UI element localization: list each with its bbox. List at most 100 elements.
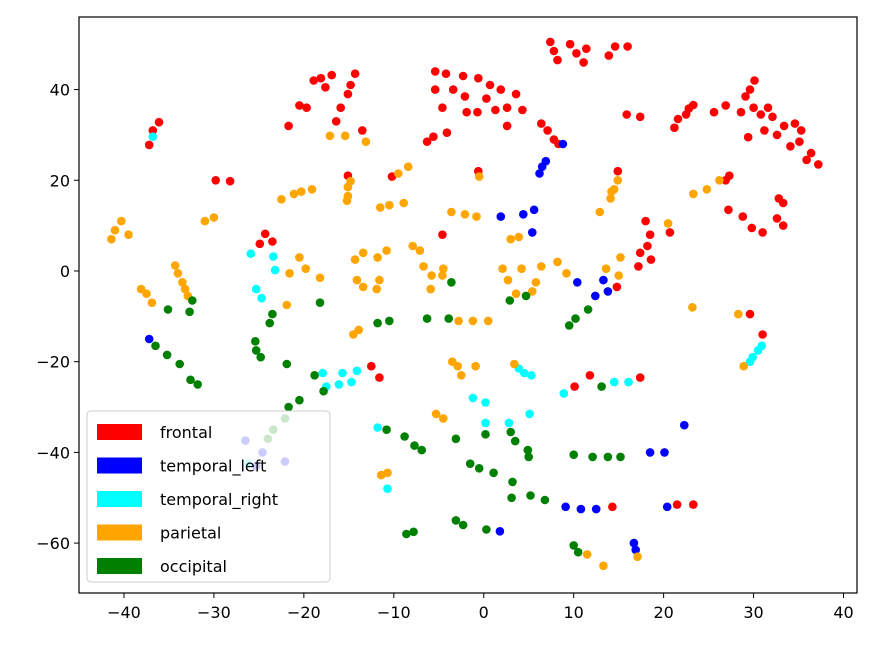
point-temporal_right: [757, 341, 766, 351]
series-frontal: [144, 37, 823, 512]
x-axis: −40 −30 −20 −10 0 10 20 30 40: [107, 593, 854, 622]
point-frontal: [763, 103, 773, 112]
point-occipital: [573, 547, 583, 557]
point-occipital: [482, 525, 491, 534]
point-parietal: [427, 271, 436, 280]
point-temporal_right: [334, 380, 344, 389]
point-parietal: [514, 232, 524, 242]
point-occipital: [319, 386, 328, 396]
point-occipital: [564, 321, 574, 330]
point-parietal: [431, 409, 441, 419]
point-temporal_left: [603, 287, 613, 296]
point-frontal: [225, 176, 235, 186]
point-parietal: [439, 264, 448, 274]
point-temporal_right: [270, 265, 280, 275]
point-parietal: [107, 234, 116, 244]
point-frontal: [641, 216, 650, 226]
point-parietal: [595, 207, 605, 217]
point-frontal: [485, 80, 495, 90]
point-frontal: [646, 255, 656, 264]
point-frontal: [760, 126, 769, 135]
point-parietal: [394, 169, 403, 178]
point-frontal: [346, 80, 355, 90]
point-frontal: [438, 230, 447, 239]
point-frontal: [430, 85, 440, 94]
x-tick-label: 20: [653, 603, 673, 622]
point-frontal: [758, 228, 767, 237]
point-parietal: [510, 359, 519, 369]
point-occipital: [163, 305, 173, 314]
point-parietal: [354, 325, 364, 335]
point-parietal: [350, 255, 360, 264]
point-frontal: [743, 132, 753, 142]
point-parietal: [689, 189, 698, 199]
point-parietal: [315, 273, 325, 283]
point-parietal: [415, 246, 425, 255]
point-occipital: [506, 427, 515, 437]
point-temporal_left: [495, 527, 505, 536]
point-parietal: [301, 264, 311, 274]
point-frontal: [260, 229, 270, 239]
point-frontal: [645, 230, 655, 239]
point-occipital: [410, 441, 419, 450]
point-occipital: [603, 452, 613, 462]
point-frontal: [537, 119, 546, 128]
point-occipital: [315, 298, 325, 308]
point-temporal_right: [347, 377, 356, 387]
point-parietal: [178, 278, 187, 287]
point-frontal: [309, 76, 319, 85]
legend-box: [86, 410, 331, 583]
legend-label: occipital: [160, 557, 227, 576]
point-temporal_left: [599, 275, 608, 285]
point-temporal_left: [591, 291, 600, 301]
point-parietal: [702, 185, 712, 194]
point-parietal: [419, 262, 428, 271]
point-frontal: [321, 83, 330, 92]
legend-swatch: [97, 491, 142, 507]
legend: frontal temporal_left temporal_rightpariet…: [86, 410, 331, 583]
point-parietal: [439, 414, 448, 423]
point-parietal: [606, 194, 615, 203]
y-tick-label: 0: [60, 262, 70, 281]
legend-swatch: [97, 424, 142, 440]
point-frontal: [422, 137, 432, 146]
point-frontal: [474, 73, 483, 83]
point-occipital: [284, 402, 293, 412]
point-temporal_right: [148, 132, 158, 141]
point-frontal: [670, 123, 679, 132]
point-occipital: [310, 371, 319, 380]
point-occipital: [474, 464, 484, 473]
point-frontal: [284, 121, 293, 131]
point-occipital: [151, 341, 160, 351]
point-frontal: [336, 103, 346, 112]
point-parietal: [715, 176, 724, 185]
point-frontal: [570, 382, 579, 391]
legend-label: temporal_left: [160, 457, 266, 477]
point-temporal_left: [662, 502, 672, 512]
point-frontal: [725, 171, 734, 180]
point-frontal: [375, 373, 384, 382]
point-occipital: [251, 337, 260, 346]
point-temporal_left: [519, 210, 528, 219]
point-temporal_left: [535, 169, 544, 178]
point-parietal: [282, 300, 292, 310]
legend-label: temporal_right: [160, 490, 278, 510]
point-frontal: [295, 101, 304, 110]
point-parietal: [383, 468, 392, 478]
point-temporal_right: [559, 389, 569, 398]
point-parietal: [277, 195, 286, 204]
point-frontal: [750, 76, 759, 85]
point-frontal: [768, 112, 777, 122]
point-parietal: [426, 284, 436, 294]
point-frontal: [473, 107, 482, 117]
point-occipital: [185, 307, 194, 317]
point-temporal_right: [481, 418, 490, 428]
point-parietal: [562, 269, 571, 278]
point-parietal: [663, 219, 673, 228]
y-axis: −60 −40 −20 0 20 40: [36, 81, 79, 553]
point-temporal_right: [383, 484, 392, 494]
point-occipital: [481, 430, 490, 439]
point-frontal: [553, 55, 562, 65]
point-frontal: [790, 119, 800, 128]
